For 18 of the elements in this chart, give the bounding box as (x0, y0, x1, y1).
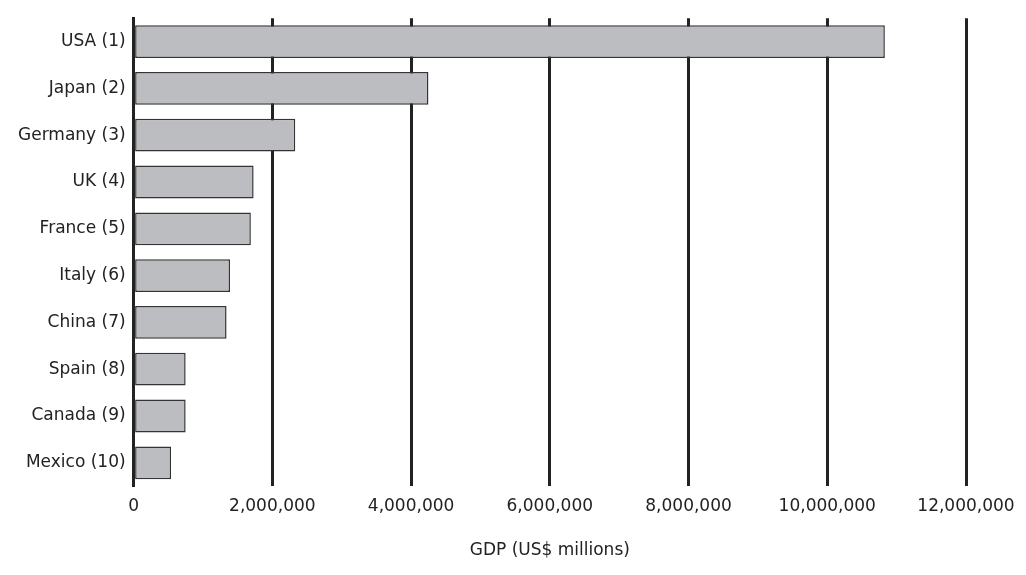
x-tick-label: 10,000,000 (778, 494, 876, 515)
x-tick-label: 12,000,000 (917, 494, 1015, 515)
y-tick-label: Spain (8) (48, 357, 126, 378)
y-tick-label: UK (4) (72, 170, 126, 191)
y-tick-label: USA (1) (60, 30, 126, 51)
x-tick-label: 8,000,000 (645, 494, 732, 515)
y-tick-label: Canada (9) (31, 404, 126, 425)
x-tick-label: 6,000,000 (506, 494, 594, 515)
y-tick-label: Germany (3) (17, 123, 126, 144)
y-tick-label: China (7) (47, 310, 126, 331)
x-tick-label: 2,000,000 (229, 494, 316, 515)
x-tick-label: 0 (128, 494, 140, 515)
x-axis-title: GDP (US$ millions) (469, 539, 630, 560)
x-tick-label: 4,000,000 (367, 494, 455, 515)
y-tick-label: Mexico (10) (25, 451, 126, 472)
y-tick-label: France (5) (39, 217, 126, 238)
y-tick-label: Japan (2) (47, 76, 126, 97)
y-tick-label: Italy (6) (59, 264, 126, 285)
